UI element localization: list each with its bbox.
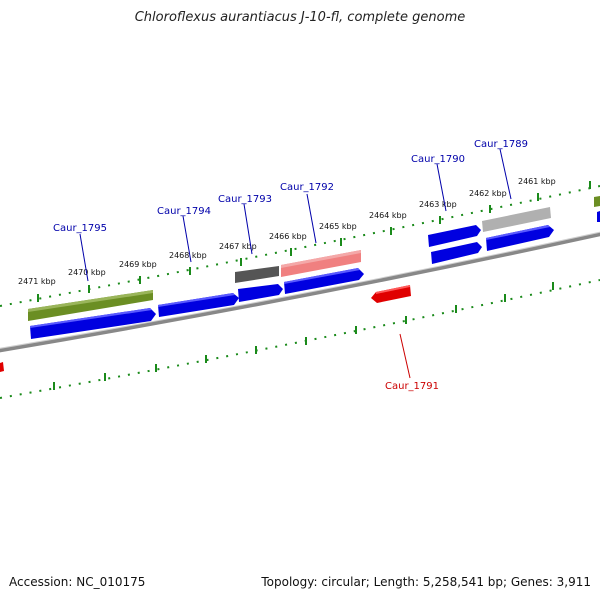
cog-bar-green-edge bbox=[594, 196, 600, 207]
gene-label-caur-1791[interactable]: Caur_1791 bbox=[385, 381, 439, 392]
map-title: Chloroflexus aurantiacus J-10-fl, comple… bbox=[134, 10, 466, 25]
gene-label-caur-1792[interactable]: Caur_1792 bbox=[280, 182, 334, 193]
kbp-label: 2464 kbp bbox=[369, 211, 407, 220]
gene-arrow-reverse[interactable] bbox=[371, 285, 411, 303]
kbp-label: 2461 kbp bbox=[518, 177, 556, 186]
gene-arrow-forward[interactable] bbox=[158, 293, 239, 317]
gene-arrow-forward[interactable] bbox=[486, 225, 554, 251]
kbp-label: 2471 kbp bbox=[18, 277, 56, 286]
outer-major-ticks bbox=[37, 181, 591, 302]
kbp-label: 2462 kbp bbox=[469, 189, 507, 198]
accession-text: Accession: NC_010175 bbox=[9, 575, 146, 589]
kbp-label: 2466 kbp bbox=[269, 232, 307, 241]
genome-backbone bbox=[0, 232, 600, 353]
gene-arrow-forward[interactable] bbox=[284, 268, 364, 294]
gene-arrow-forward[interactable] bbox=[431, 242, 482, 264]
gene-arrow-forward[interactable] bbox=[428, 225, 481, 247]
gene-arrow-reverse-highlight bbox=[376, 285, 410, 294]
kbp-label: 2468 kbp bbox=[169, 251, 207, 260]
inner-major-ticks bbox=[53, 282, 554, 390]
gene-label-caur-1790[interactable]: Caur_1790 bbox=[411, 154, 465, 165]
genome-backbone-highlight bbox=[0, 231, 600, 349]
gene-arrow-forward[interactable] bbox=[30, 308, 156, 339]
forward-genes bbox=[30, 225, 554, 339]
gene-labels: Caur_1795 Caur_1794 Caur_1793 Caur_1792 … bbox=[53, 139, 528, 392]
forward-gene-highlights bbox=[30, 225, 550, 328]
kbp-label: 2469 kbp bbox=[119, 260, 157, 269]
kbp-label: 2465 kbp bbox=[319, 222, 357, 231]
genome-summary-text: Topology: circular; Length: 5,258,541 bp… bbox=[261, 575, 591, 589]
kbp-label: 2463 kbp bbox=[419, 200, 457, 209]
gene-label-caur-1794[interactable]: Caur_1794 bbox=[157, 206, 211, 217]
gene-label-caur-1795[interactable]: Caur_1795 bbox=[53, 223, 107, 234]
leader-lines bbox=[79, 148, 512, 379]
gene-arrow-forward[interactable] bbox=[238, 284, 283, 302]
cog-bar-dark bbox=[235, 266, 279, 283]
cog-bar-pink-highlight bbox=[281, 250, 361, 268]
gene-label-caur-1789[interactable]: Caur_1789 bbox=[474, 139, 528, 150]
gene-arrow-reverse-edge bbox=[0, 362, 4, 372]
cog-bar-green-highlight bbox=[28, 290, 153, 312]
gene-label-caur-1793[interactable]: Caur_1793 bbox=[218, 194, 272, 205]
gene-arrow-forward-edge bbox=[597, 211, 600, 222]
cog-bar-light bbox=[482, 207, 551, 232]
kbp-label: 2467 kbp bbox=[219, 242, 257, 251]
cog-bars bbox=[28, 196, 600, 321]
